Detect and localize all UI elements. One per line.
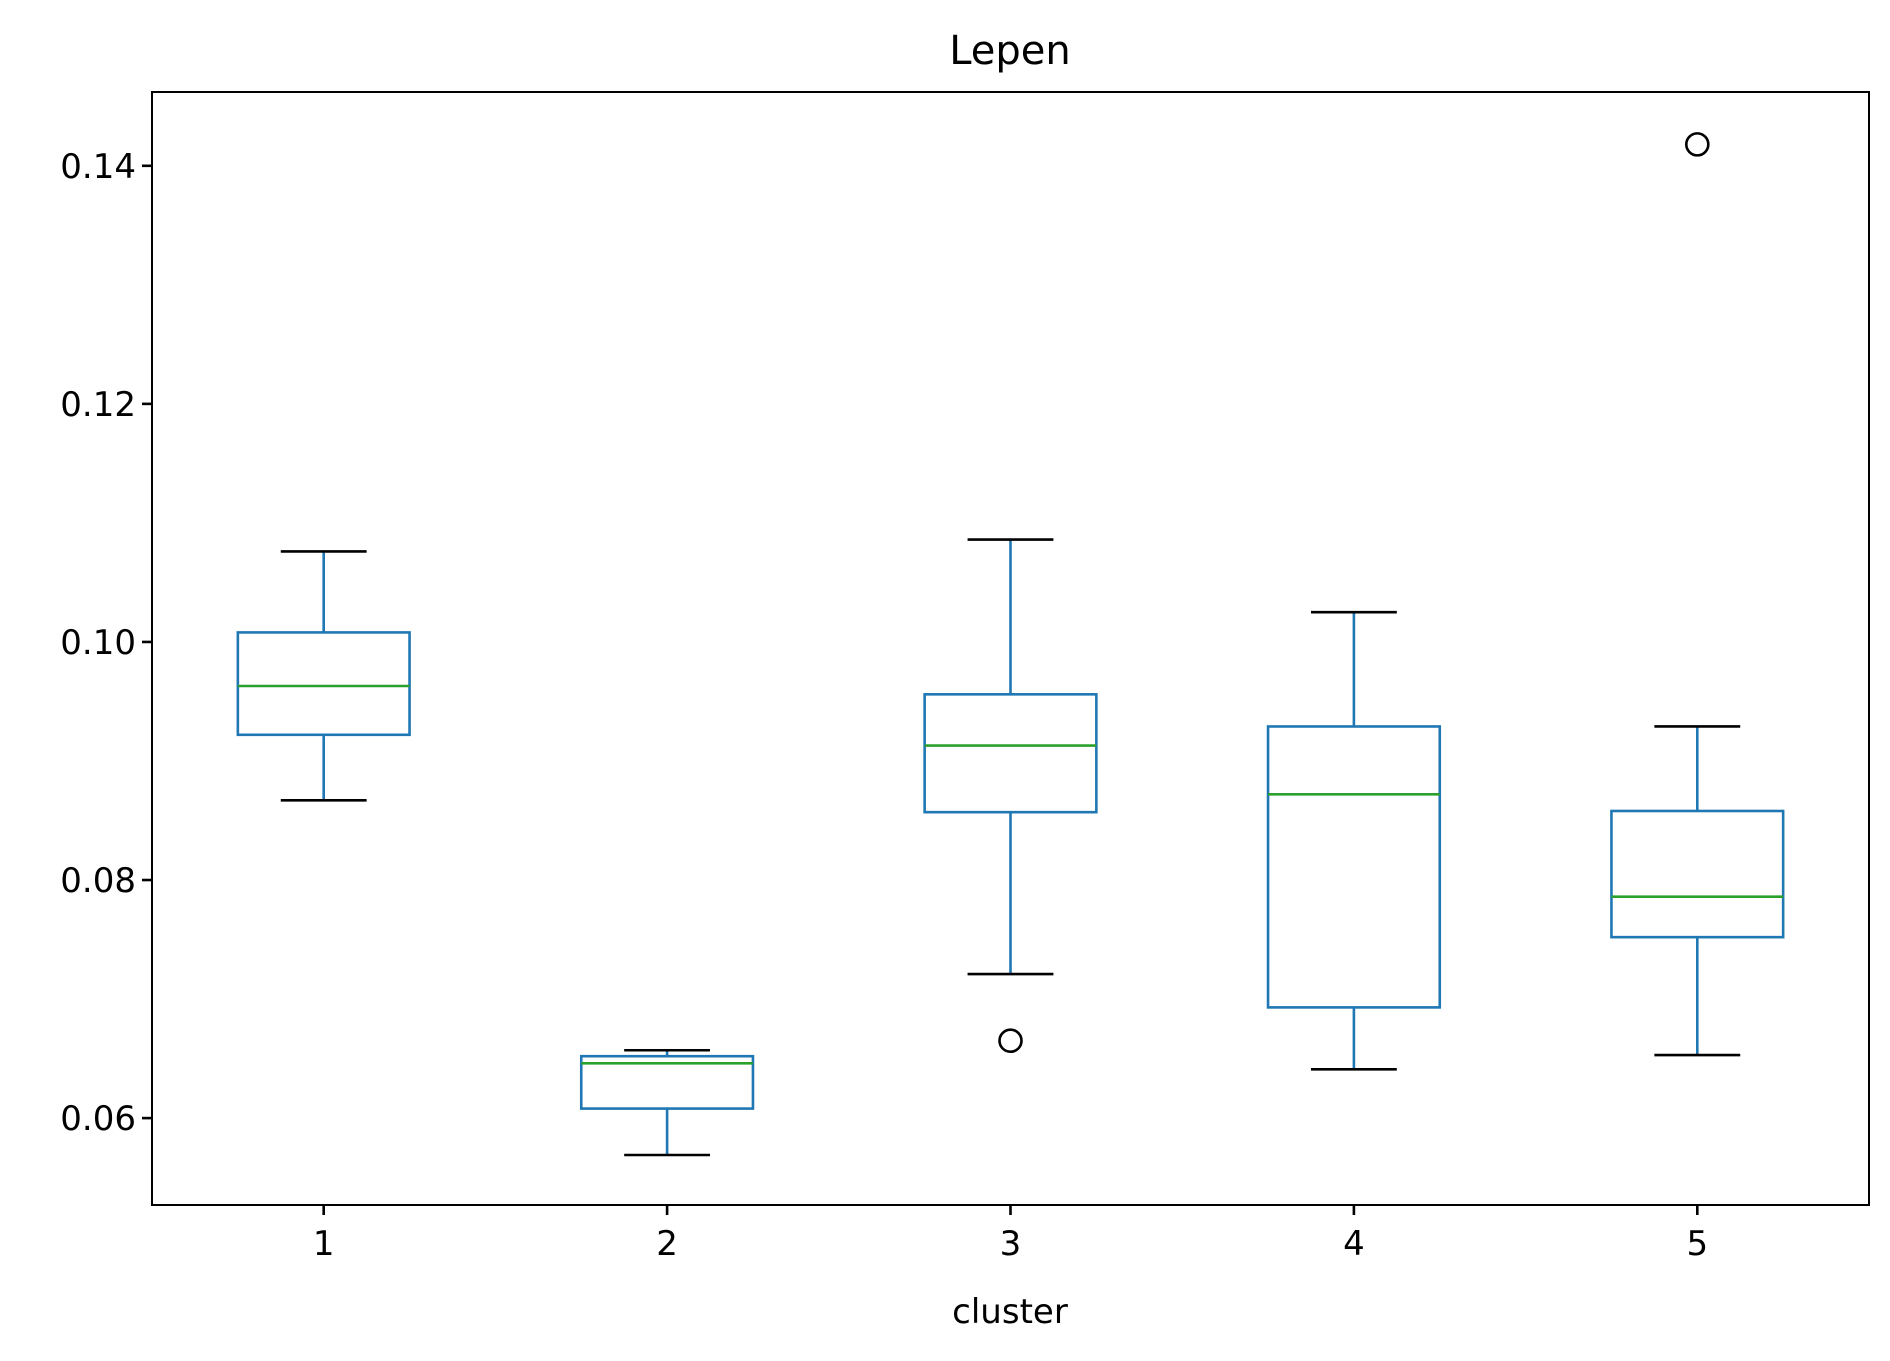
outlier-point (1685, 132, 1710, 157)
iqr-box (236, 631, 411, 737)
x-tick-label: 4 (1343, 1224, 1365, 1264)
y-tick-label: 0.06 (60, 1099, 136, 1139)
y-tick-label: 0.12 (60, 385, 136, 425)
y-tick-label: 0.08 (60, 861, 136, 901)
iqr-box (923, 693, 1098, 814)
box-group-cluster-3 (923, 538, 1098, 1054)
box-group-cluster-2 (579, 1048, 755, 1157)
iqr-box (579, 1054, 755, 1110)
box-group-cluster-1 (236, 550, 411, 802)
x-axis-title: cluster (952, 1292, 1068, 1332)
x-tick-label: 2 (656, 1224, 678, 1264)
box-group-cluster-5 (1610, 132, 1785, 1057)
iqr-box (1610, 809, 1785, 939)
x-tick-label: 5 (1686, 1224, 1708, 1264)
iqr-box (1266, 725, 1442, 1009)
x-tick-label: 3 (1000, 1224, 1022, 1264)
y-tick-label: 0.14 (60, 147, 136, 187)
outlier-point (998, 1028, 1023, 1054)
chart-title: Lepen (949, 28, 1071, 74)
box-group-cluster-4 (1266, 610, 1442, 1071)
plot-area (236, 132, 1785, 1157)
y-tick-label: 0.10 (60, 623, 136, 663)
x-tick-label: 1 (313, 1224, 335, 1264)
